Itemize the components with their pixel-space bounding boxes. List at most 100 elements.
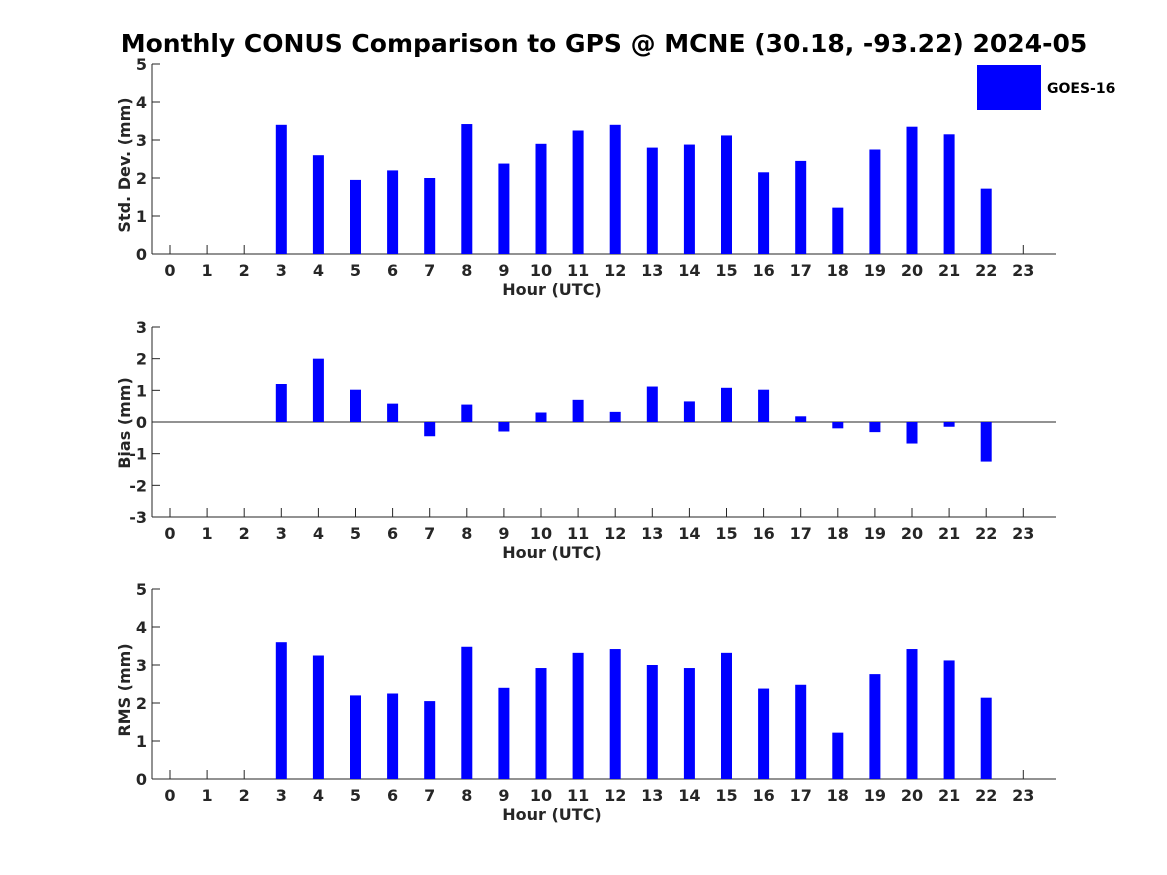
bar-hour-15 <box>721 387 732 422</box>
bar-hour-18 <box>832 422 844 429</box>
bar-hour-12 <box>609 411 621 422</box>
x-tick-label: 12 <box>604 524 626 543</box>
bar-hour-17 <box>795 684 807 779</box>
x-tick-label: 0 <box>164 786 175 805</box>
x-tick-label: 11 <box>567 786 589 805</box>
bar-hour-16 <box>758 172 770 254</box>
x-tick-label: 7 <box>424 524 435 543</box>
y-axis-label: Bias (mm) <box>115 377 134 469</box>
x-tick-label: 0 <box>164 524 175 543</box>
y-tick-label: 1 <box>136 381 147 400</box>
bar-hour-4 <box>312 358 324 422</box>
bar-hour-5 <box>350 695 361 779</box>
bar-hour-11 <box>572 130 584 254</box>
y-tick-label: 5 <box>136 580 147 599</box>
y-tick-label: -3 <box>129 508 147 527</box>
y-tick-label: 3 <box>136 131 147 150</box>
bar-hour-7 <box>424 422 436 437</box>
x-tick-label: 15 <box>715 261 737 280</box>
y-axis-label: RMS (mm) <box>115 643 134 736</box>
bar-hour-7 <box>424 178 436 254</box>
x-tick-label: 23 <box>1012 786 1034 805</box>
bar-hour-4 <box>312 155 324 254</box>
bar-hour-9 <box>498 422 510 432</box>
x-tick-label: 6 <box>387 524 398 543</box>
bar-hour-14 <box>683 668 695 779</box>
x-tick-label: 6 <box>387 261 398 280</box>
x-tick-label: 9 <box>498 261 509 280</box>
bar-hour-10 <box>535 143 547 254</box>
x-tick-label: 3 <box>276 786 287 805</box>
y-tick-label: 0 <box>136 770 147 789</box>
x-tick-label: 8 <box>461 786 472 805</box>
x-tick-label: 14 <box>678 524 700 543</box>
bar-hour-19 <box>869 149 881 254</box>
bar-hour-19 <box>869 422 881 433</box>
x-tick-label: 3 <box>276 261 287 280</box>
x-tick-label: 10 <box>530 786 552 805</box>
bar-hour-4 <box>312 655 324 779</box>
bar-hour-10 <box>535 668 547 779</box>
x-tick-label: 1 <box>202 261 213 280</box>
x-tick-label: 0 <box>164 261 175 280</box>
x-tick-label: 20 <box>901 786 923 805</box>
bar-hour-13 <box>646 147 658 254</box>
x-tick-label: 5 <box>350 786 361 805</box>
bar-hour-13 <box>646 386 658 422</box>
bar-hour-6 <box>387 403 399 422</box>
x-tick-label: 22 <box>975 261 997 280</box>
y-tick-label: 4 <box>136 618 147 637</box>
chart-title: Monthly CONUS Comparison to GPS @ MCNE (… <box>121 29 1088 58</box>
x-tick-label: 20 <box>901 524 923 543</box>
x-axis-label: Hour (UTC) <box>502 805 602 824</box>
legend-swatch <box>977 65 1041 110</box>
bar-hour-20 <box>906 422 918 444</box>
x-tick-label: 8 <box>461 261 472 280</box>
x-tick-label: 16 <box>752 786 774 805</box>
bar-hour-7 <box>424 701 436 779</box>
y-tick-label: 5 <box>136 55 147 74</box>
x-tick-label: 6 <box>387 786 398 805</box>
x-tick-label: 11 <box>567 261 589 280</box>
bar-hour-21 <box>943 134 955 254</box>
y-tick-label: 4 <box>136 93 147 112</box>
bar-hour-5 <box>350 179 361 254</box>
x-tick-label: 22 <box>975 524 997 543</box>
x-tick-label: 5 <box>350 261 361 280</box>
x-tick-label: 15 <box>715 524 737 543</box>
x-axis-label: Hour (UTC) <box>502 280 602 299</box>
x-tick-label: 8 <box>461 524 472 543</box>
bar-hour-17 <box>795 160 807 254</box>
bar-hour-22 <box>980 697 992 779</box>
x-tick-label: 18 <box>827 524 849 543</box>
y-axis-label: Std. Dev. (mm) <box>115 97 134 232</box>
x-tick-label: 19 <box>864 261 886 280</box>
x-tick-label: 14 <box>678 786 700 805</box>
bar-hour-8 <box>461 646 473 779</box>
y-tick-label: 3 <box>136 656 147 675</box>
x-tick-label: 22 <box>975 786 997 805</box>
x-tick-label: 17 <box>790 786 812 805</box>
x-tick-label: 15 <box>715 786 737 805</box>
bar-hour-6 <box>387 693 399 779</box>
bar-hour-20 <box>906 649 918 779</box>
x-tick-label: 17 <box>790 261 812 280</box>
x-tick-label: 2 <box>239 524 250 543</box>
x-tick-label: 21 <box>938 261 960 280</box>
bar-hour-9 <box>498 687 510 779</box>
x-tick-label: 3 <box>276 524 287 543</box>
bar-hour-8 <box>461 124 473 254</box>
x-tick-label: 16 <box>752 524 774 543</box>
bar-hour-16 <box>758 389 770 422</box>
x-tick-label: 2 <box>239 786 250 805</box>
bar-hour-8 <box>461 404 473 422</box>
x-tick-label: 20 <box>901 261 923 280</box>
bar-hour-15 <box>721 135 732 254</box>
y-tick-label: 1 <box>136 207 147 226</box>
bar-hour-6 <box>387 170 399 254</box>
x-tick-label: 10 <box>530 524 552 543</box>
bar-hour-14 <box>683 401 695 422</box>
bar-hour-10 <box>535 412 547 422</box>
